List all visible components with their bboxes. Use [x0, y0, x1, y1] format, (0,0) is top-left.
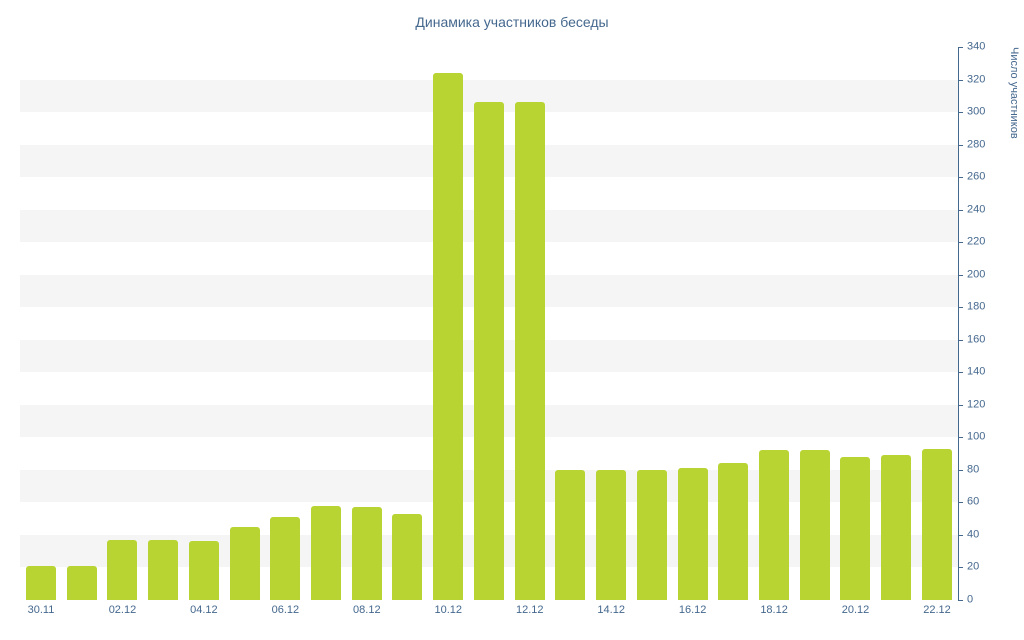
bar	[596, 469, 627, 600]
y-tick-label: 220	[967, 235, 986, 248]
bar	[66, 565, 97, 600]
y-tick-label: 320	[967, 73, 986, 86]
y-tick-label: 80	[967, 463, 980, 476]
x-tick-label: 12.12	[515, 604, 544, 616]
x-tick-label: 04.12	[190, 604, 218, 616]
bar	[270, 517, 301, 600]
y-tick-label: 140	[967, 365, 986, 378]
bar	[433, 73, 464, 600]
y-tick	[958, 79, 963, 81]
bar	[636, 469, 667, 600]
y-tick	[958, 209, 963, 211]
x-tick-label: 18.12	[760, 604, 788, 616]
x-tick-label: 20.12	[841, 604, 870, 616]
y-tick	[958, 404, 963, 406]
bar	[799, 450, 830, 600]
bar	[758, 450, 789, 600]
y-tick	[958, 372, 963, 374]
y-tick	[958, 144, 963, 146]
bar	[26, 565, 56, 600]
y-tick-label: 300	[967, 105, 986, 118]
y-tick-label: 180	[967, 300, 986, 313]
x-tick-label: 16.12	[678, 604, 707, 616]
bar	[392, 513, 423, 600]
y-tick	[958, 502, 963, 504]
y-tick	[958, 469, 963, 471]
y-tick-label: 100	[967, 430, 986, 443]
x-tick-label: 08.12	[353, 604, 381, 616]
bar	[555, 469, 586, 600]
bar	[107, 539, 138, 600]
bar	[921, 448, 952, 600]
y-axis-title: Число участников	[1008, 47, 1020, 139]
y-tick-label: 0	[967, 593, 974, 606]
y-tick	[958, 307, 963, 309]
y-tick	[958, 242, 963, 244]
bar	[229, 526, 260, 600]
x-tick-label: 22.12	[923, 604, 951, 616]
x-tick-label: 06.12	[271, 604, 300, 616]
bar	[718, 463, 749, 600]
bar	[840, 456, 871, 600]
x-tick-label: 30.11	[27, 604, 55, 616]
y-tick	[958, 567, 963, 569]
chart-title: Динамика участников беседы	[415, 14, 609, 30]
y-tick-label: 200	[967, 268, 986, 281]
y-tick-label: 20	[967, 560, 980, 573]
bar	[148, 539, 179, 600]
y-tick-label: 280	[967, 138, 986, 151]
y-tick-label: 240	[967, 203, 986, 216]
y-tick-label: 40	[967, 528, 980, 541]
bar-series	[26, 47, 952, 600]
bar	[188, 541, 219, 600]
bar	[677, 468, 708, 600]
y-tick-label: 60	[967, 495, 980, 508]
y-tick	[958, 437, 963, 439]
bar	[881, 455, 912, 600]
y-tick	[958, 47, 963, 48]
y-tick-label: 340	[967, 40, 986, 53]
plot-area	[20, 47, 958, 600]
bar	[351, 507, 382, 600]
bar	[514, 102, 545, 600]
x-tick-label: 10.12	[434, 604, 463, 616]
y-tick	[958, 177, 963, 179]
y-tick	[958, 600, 963, 601]
bar	[311, 505, 342, 600]
y-axis-line	[958, 47, 959, 601]
y-tick-label: 160	[967, 333, 986, 346]
y-tick	[958, 274, 963, 276]
bar	[473, 102, 504, 600]
y-tick-label: 120	[967, 398, 986, 411]
y-tick	[958, 339, 963, 341]
y-tick	[958, 112, 963, 114]
x-tick-label: 14.12	[597, 604, 625, 616]
y-tick	[958, 534, 963, 536]
x-tick-label: 02.12	[108, 604, 137, 616]
y-tick-label: 260	[967, 170, 986, 183]
